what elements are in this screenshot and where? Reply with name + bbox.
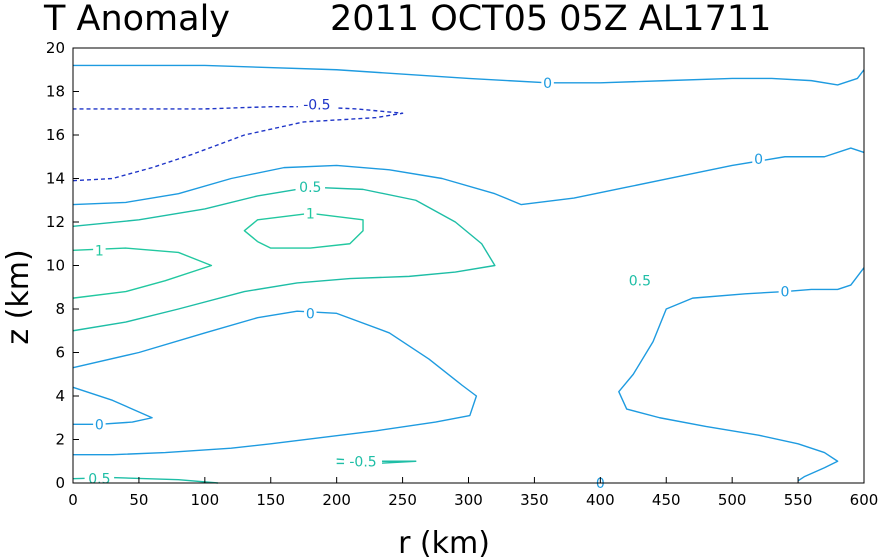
y-tick-label: 12 (46, 213, 65, 231)
contour-label: 0 (95, 417, 104, 433)
contour-line-level-1 (243, 212, 364, 249)
y-tick-label: 2 (55, 431, 65, 449)
contour-label: 0 (543, 76, 552, 92)
x-axis-label: r (km) (398, 526, 490, 558)
contour-label-background (304, 305, 317, 322)
contour-label: 1 (95, 243, 104, 259)
y-tick-label: 10 (46, 257, 65, 275)
contour-line-level-0 (72, 310, 478, 456)
x-tick-label: 0 (68, 491, 78, 509)
contour-label-background (304, 205, 317, 222)
y-tick-label: 14 (46, 170, 65, 188)
contour-label-background (93, 416, 106, 433)
chart-title-left: T Anomaly (43, 0, 230, 39)
contour-line-level-0 (72, 386, 153, 425)
contour-line-level-0 (73, 64, 865, 86)
y-tick-label: 20 (46, 39, 65, 57)
y-tick-label: 0 (55, 474, 65, 492)
contour-label: 0 (596, 476, 605, 492)
contour-label-background (752, 150, 765, 167)
contour-label: 0.5 (88, 472, 110, 488)
contour-label: -0.5 (303, 98, 330, 114)
contour-label: 0.5 (629, 274, 651, 290)
y-axis-label: z (km) (1, 249, 36, 344)
x-tick-label: 300 (454, 491, 483, 509)
contour-lines (72, 64, 865, 484)
contour-line-level-0 (618, 267, 865, 482)
contour-line-level-0 (72, 147, 865, 206)
x-tick-label: 500 (718, 491, 747, 509)
contour-label-background (297, 96, 336, 113)
y-tick-label: 18 (46, 83, 65, 101)
contour-label: -0.5 (349, 454, 376, 470)
contour-label: 0.5 (299, 180, 321, 196)
contour-label-background (625, 272, 655, 289)
contour-label-background (344, 453, 383, 470)
contour-label-background (541, 74, 554, 91)
y-tick-label: 8 (55, 300, 65, 318)
y-tick-label: 6 (55, 344, 65, 362)
x-tick-label: 400 (586, 491, 615, 509)
y-tick-label: 16 (46, 126, 65, 144)
contour-line-level-1 (72, 247, 213, 299)
plot-frame (72, 47, 865, 484)
contour-line-level-0p5 (72, 186, 496, 332)
x-tick-label: 200 (322, 491, 351, 509)
y-tick-label: 4 (55, 387, 65, 405)
contour-label: 0 (754, 152, 763, 168)
x-tick-label: 250 (388, 491, 417, 509)
contour-labels: -0.5 0 0 0 0 0 0.5 1 1 -0.5 0.5 0 0.5 (84, 74, 792, 492)
contour-label: 0 (780, 285, 789, 301)
y-axis-ticks: 0 2 4 6 8 10 12 14 16 18 20 (46, 39, 79, 492)
x-tick-label: 100 (191, 491, 220, 509)
x-tick-label: 50 (129, 491, 148, 509)
contour-label: 1 (306, 206, 315, 222)
contour-line-level-neg0p5 (72, 106, 404, 182)
x-tick-label: 350 (520, 491, 549, 509)
x-tick-label: 450 (652, 491, 681, 509)
contour-label-background (778, 283, 792, 300)
x-axis-ticks: 0 50 100 150 200 250 300 350 400 450 500 550 600 (68, 477, 878, 509)
x-tick-label: 150 (256, 491, 285, 509)
chart-title-right: 2011 OCT05 05Z AL1711 (330, 0, 771, 39)
contour-label-background (295, 179, 326, 196)
x-tick-label: 550 (784, 491, 813, 509)
contour-label-background (93, 242, 106, 259)
x-tick-label: 600 (850, 491, 879, 509)
contour-label: 0 (306, 306, 315, 322)
